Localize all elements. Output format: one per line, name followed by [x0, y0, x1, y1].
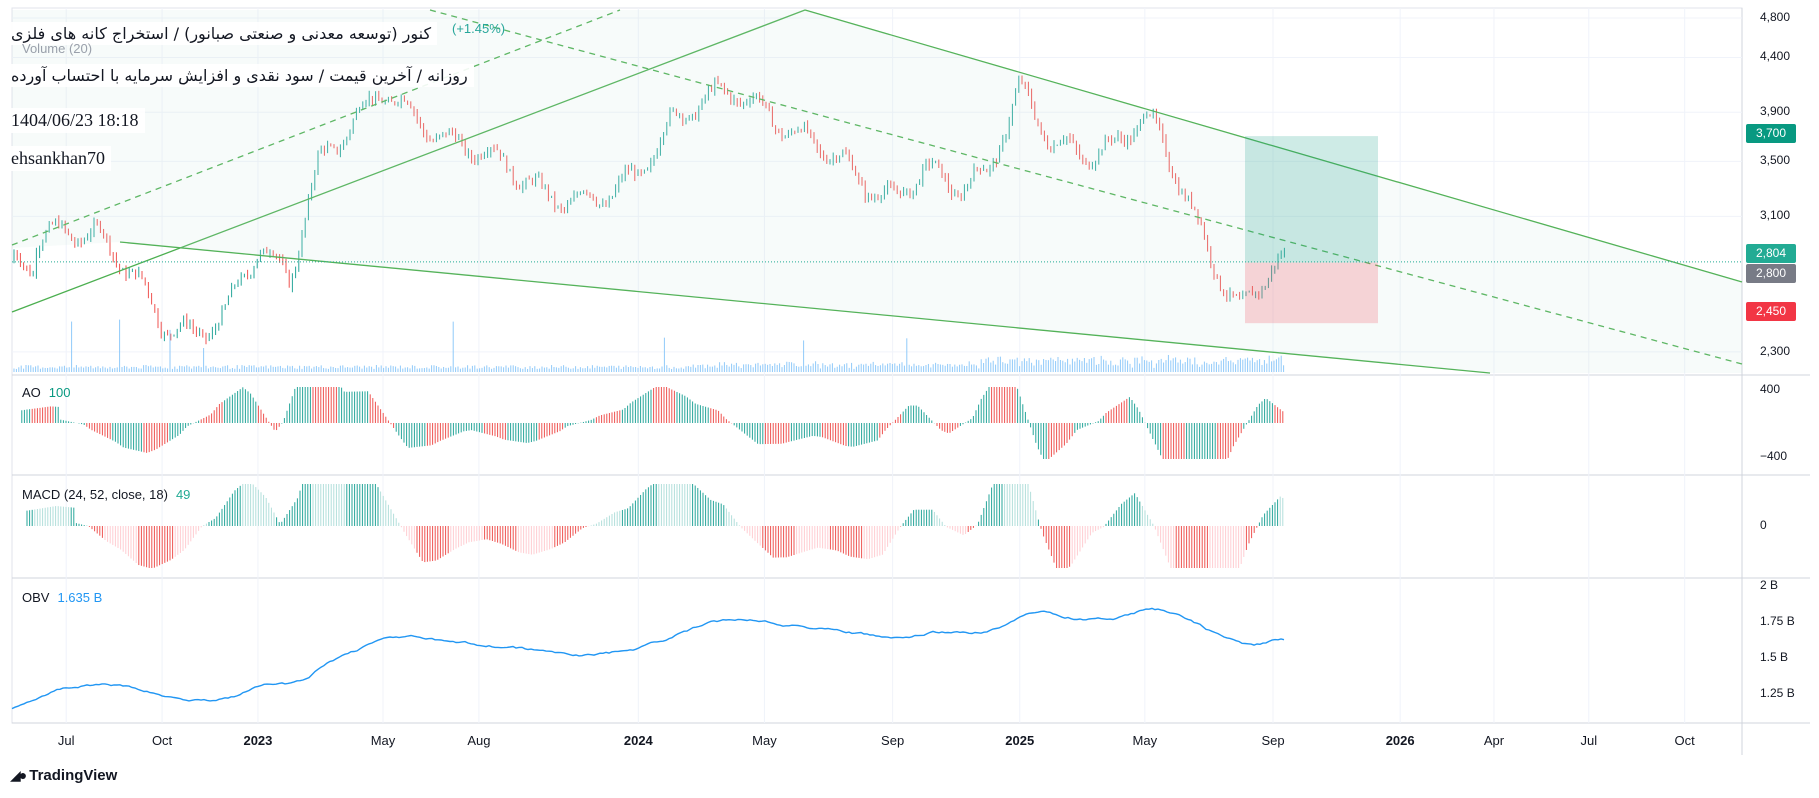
x-tick-label: Sep [1261, 733, 1285, 748]
volume-legend: Volume (20) [22, 41, 93, 56]
macd-legend: MACD (24, 52, close, 18) 49 [22, 487, 190, 502]
ao-value: 100 [48, 385, 71, 400]
downtrend-channel-upper [804, 9, 1743, 283]
stop-price-tag: 2,450 [1746, 302, 1796, 321]
macd-name: MACD (24, 52, close, 18) [22, 487, 168, 502]
downtrend-channel-lower [119, 241, 1491, 374]
channel-shading [12, 10, 1742, 373]
x-tick-label: Sep [881, 733, 905, 748]
x-tick-label: May [370, 733, 396, 748]
obv-tick-label: 2 B [1760, 578, 1779, 592]
tradingview-logo[interactable]: ◢● TradingView [10, 767, 117, 784]
last-price-tag: 2,804 [1746, 244, 1796, 263]
obv-line [11, 607, 1285, 710]
ao-legend: AO 100 [22, 385, 71, 400]
price-tick-label: 4,800 [1760, 10, 1791, 24]
indicator-tick-label: −400 [1760, 449, 1788, 463]
x-tick-label: 2023 [243, 733, 273, 748]
chart-title: كنور (توسعه معدنی و صنعتی صبانور) / استخ… [5, 22, 438, 45]
price-tick-label: 4,400 [1760, 49, 1791, 64]
price-tick-label: 3,100 [1760, 208, 1791, 223]
obv-tick-label: 1.75 B [1760, 614, 1795, 628]
chart-subtitle: روزانه / آخرین قیمت / سود نقدی و افزایش … [5, 64, 474, 87]
indicator-tick-label: 400 [1760, 382, 1781, 396]
x-tick-label: May [1132, 733, 1158, 748]
x-tick-label: May [752, 733, 777, 748]
percent-change: (+1.45%) [452, 21, 506, 36]
target-zone [1245, 136, 1378, 263]
macd-value: 49 [175, 487, 191, 502]
x-tick-label: Aug [467, 733, 491, 748]
obv-tick-label: 1.25 B [1760, 686, 1795, 700]
timestamp-label: 1404/06/23 18:18 [5, 108, 145, 133]
obv-tick-label: 1.5 B [1760, 650, 1789, 664]
obv-legend: OBV 1.635 B [22, 590, 102, 605]
x-tick-label: 2026 [1385, 733, 1415, 748]
ao-name: AO [22, 385, 41, 400]
x-tick-label: 2025 [1005, 733, 1035, 748]
uptrend-channel-mid [11, 9, 621, 246]
target-price-tag: 3,700 [1746, 124, 1796, 143]
indicator-tick-label: 0 [1760, 518, 1767, 532]
x-tick-label: Oct [1674, 733, 1695, 748]
author-label: ehsankhan70 [5, 146, 111, 171]
price-tick-label: 3,500 [1760, 153, 1791, 168]
x-tick-label: Jul [57, 733, 75, 748]
tradingview-logo-text: TradingView [29, 767, 118, 784]
obv-value: 1.635 B [57, 590, 103, 605]
x-tick-label: Jul [1580, 733, 1598, 748]
x-tick-label: Oct [151, 733, 173, 748]
x-tick-label: Apr [1483, 733, 1505, 748]
x-tick-label: 2024 [623, 733, 653, 748]
obv-name: OBV [22, 590, 50, 605]
price-tick-label: 3,900 [1760, 104, 1791, 119]
entry-price-tag: 2,800 [1746, 264, 1796, 283]
tradingview-logo-icon: ◢● [10, 767, 27, 783]
stop-zone [1245, 262, 1378, 324]
price-tick-label: 2,300 [1760, 343, 1791, 358]
